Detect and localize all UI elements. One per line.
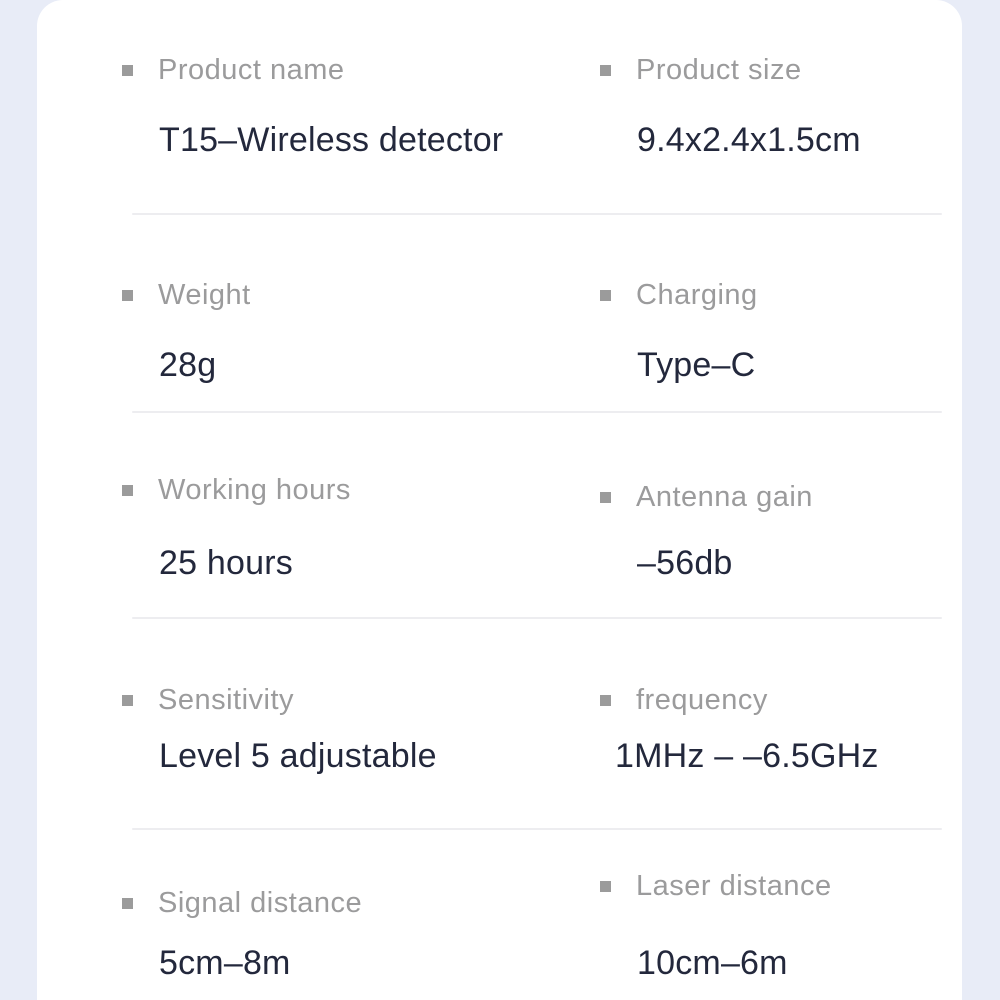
spec-value: Type–C — [637, 346, 756, 384]
spec-value: 5cm–8m — [159, 944, 291, 982]
spec-cell-product-name: Product name T15–Wireless detector — [122, 52, 503, 162]
product-spec-card: Product name T15–Wireless detector Produ… — [37, 0, 962, 1000]
spec-cell-signal-distance: Signal distance 5cm–8m — [122, 885, 362, 985]
spec-value: 1MHz – –6.5GHz — [615, 737, 879, 775]
spec-cell-working-hours: Working hours 25 hours — [122, 472, 351, 585]
spec-label-line: Laser distance — [600, 868, 832, 904]
spec-label-line: frequency — [600, 682, 879, 718]
spec-cell-frequency: frequency 1MHz – –6.5GHz — [600, 682, 879, 778]
row-divider — [132, 411, 942, 413]
spec-label: Working hours — [158, 473, 351, 506]
bullet-square-icon — [122, 64, 133, 76]
spec-cell-product-size: Product size 9.4x2.4x1.5cm — [600, 52, 861, 162]
spec-value: 28g — [159, 346, 217, 384]
spec-label-line: Working hours — [122, 472, 351, 508]
spec-label-line: Product size — [600, 52, 861, 88]
bullet-square-icon — [600, 491, 611, 503]
spec-value: 9.4x2.4x1.5cm — [637, 121, 861, 159]
spec-label: Weight — [158, 278, 251, 311]
spec-value: 25 hours — [159, 544, 293, 582]
spec-label-line: Weight — [122, 277, 251, 313]
spec-value: 10cm–6m — [637, 944, 788, 982]
spec-label-line: Signal distance — [122, 885, 362, 921]
spec-label: Laser distance — [636, 869, 832, 902]
spec-label: Antenna gain — [636, 480, 813, 513]
bullet-square-icon — [600, 289, 611, 301]
spec-cell-antenna-gain: Antenna gain –56db — [600, 479, 813, 585]
spec-label: Signal distance — [158, 886, 363, 919]
bullet-square-icon — [122, 289, 133, 301]
bullet-square-icon — [122, 484, 133, 496]
spec-label: Product name — [158, 53, 345, 86]
spec-cell-sensitivity: Sensitivity Level 5 adjustable — [122, 682, 437, 778]
spec-value: T15–Wireless detector — [159, 121, 504, 159]
spec-label: frequency — [636, 683, 768, 716]
spec-label-line: Product name — [122, 52, 503, 88]
spec-cell-charging: Charging Type–C — [600, 277, 758, 387]
row-divider — [132, 617, 942, 619]
spec-label: Charging — [636, 278, 758, 311]
spec-label-line: Charging — [600, 277, 758, 313]
spec-label-line: Antenna gain — [600, 479, 813, 515]
spec-label: Sensitivity — [158, 683, 295, 716]
row-divider — [132, 213, 942, 215]
bullet-square-icon — [600, 880, 611, 892]
spec-cell-laser-distance: Laser distance 10cm–6m — [600, 868, 832, 985]
bullet-square-icon — [122, 897, 133, 909]
spec-value: –56db — [637, 544, 733, 582]
spec-value: Level 5 adjustable — [159, 737, 437, 775]
spec-label: Product size — [636, 53, 802, 86]
bullet-square-icon — [600, 694, 611, 706]
row-divider — [132, 828, 942, 830]
spec-cell-weight: Weight 28g — [122, 277, 251, 387]
spec-label-line: Sensitivity — [122, 682, 437, 718]
bullet-square-icon — [600, 64, 611, 76]
bullet-square-icon — [122, 694, 133, 706]
